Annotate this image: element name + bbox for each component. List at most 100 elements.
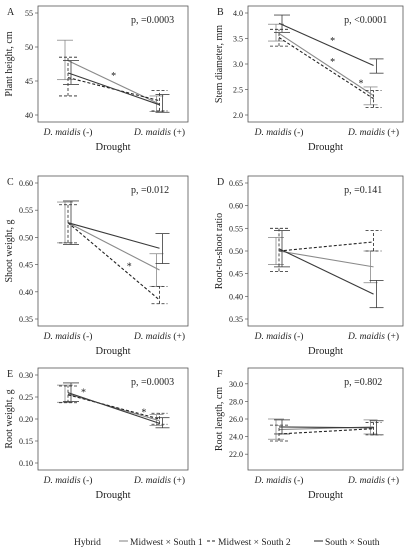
series-line xyxy=(278,37,374,100)
y-tick-label: 0.35 xyxy=(229,315,243,324)
y-tick-label: 55 xyxy=(25,9,33,18)
chart-panel-e: E 0.10 0.15 0.20 0.25 0.30 Root weight, g D. ma… xyxy=(4,367,189,501)
y-tick-label: 30.0 xyxy=(229,380,243,389)
plot-frame xyxy=(37,5,189,123)
y-tick-label: 0.15 xyxy=(19,437,33,446)
panel-label: E xyxy=(7,369,13,380)
chart-panel-a: A 40 45 50 55 Plant height, cm D. maidis (-) D.… xyxy=(4,5,189,153)
y-tick-label: 0.65 xyxy=(229,179,243,188)
x-axis-label: Drought xyxy=(308,346,343,357)
legend: Hybrid Midwest × South 1 Midwest × South 2… xyxy=(74,538,380,548)
p-value: p, =0.0003 xyxy=(131,15,174,26)
y-tick-label: 0.20 xyxy=(19,415,33,424)
x-tick-label: D. maidis (-) xyxy=(43,475,93,486)
y-axis-label: Plant height, cm xyxy=(4,31,15,96)
y-axis-label: Root-to-shoot ratio xyxy=(214,213,225,289)
series-line xyxy=(67,394,160,420)
chart-panel-b: B 2.0 2.5 3.0 3.5 4.0 Stem diameter, mm D. maid… xyxy=(214,5,404,153)
series-line xyxy=(278,22,374,67)
series-line xyxy=(278,241,374,252)
series-line xyxy=(278,428,374,435)
series-line xyxy=(67,60,160,105)
x-tick-label: D. maidis (-) xyxy=(43,127,93,138)
y-tick-label: 0.50 xyxy=(229,247,243,256)
x-axis-label: Drought xyxy=(96,346,131,357)
y-tick-label: 22.0 xyxy=(229,450,243,459)
p-value: p, =0.0003 xyxy=(131,377,174,388)
significance-asterisk: * xyxy=(127,262,132,273)
x-tick-label: D. maidis (+) xyxy=(133,127,185,138)
p-value: p, =0.141 xyxy=(344,185,382,196)
y-tick-label: 3.5 xyxy=(233,35,243,44)
series-line xyxy=(67,72,160,106)
panel-label: D xyxy=(217,177,224,188)
y-axis-label: Root weight, g xyxy=(4,389,15,448)
x-tick-label: D. maidis (-) xyxy=(254,127,304,138)
y-tick-label: 0.30 xyxy=(19,371,33,380)
significance-asterisk: * xyxy=(330,57,335,68)
legend-item-label: South × South xyxy=(325,538,380,548)
x-tick-label: D. maidis (-) xyxy=(254,475,304,486)
y-tick-label: 50 xyxy=(25,43,33,52)
y-axis-label: Root length, cm xyxy=(214,387,225,451)
x-axis-label: Drought xyxy=(96,490,131,501)
x-tick-label: D. maidis (-) xyxy=(43,331,93,342)
plot-frame xyxy=(247,175,404,327)
panel-label: F xyxy=(217,369,223,380)
significance-asterisk: * xyxy=(141,408,146,419)
panel-label: B xyxy=(217,7,224,18)
x-tick-label: D. maidis (+) xyxy=(347,127,399,138)
y-tick-label: 0.10 xyxy=(19,459,33,468)
y-tick-label: 45 xyxy=(25,77,33,86)
series-line xyxy=(278,248,374,295)
y-tick-label: 0.40 xyxy=(229,292,243,301)
x-tick-label: D. maidis (+) xyxy=(347,475,399,486)
series-line xyxy=(67,392,160,424)
y-tick-label: 2.0 xyxy=(233,111,243,120)
x-tick-label: D. maidis (-) xyxy=(254,331,304,342)
y-tick-label: 0.55 xyxy=(19,206,33,215)
y-tick-label: 40 xyxy=(25,111,33,120)
x-axis-label: Drought xyxy=(308,490,343,501)
y-tick-label: 0.25 xyxy=(19,393,33,402)
panel-label: C xyxy=(7,177,14,188)
series-line xyxy=(278,32,374,97)
legend-item-label: Midwest × South 2 xyxy=(218,538,291,548)
y-tick-label: 0.55 xyxy=(229,224,243,233)
y-tick-label: 0.45 xyxy=(19,261,33,270)
legend-item-label: Midwest × South 1 xyxy=(130,538,203,548)
series-line xyxy=(67,222,160,301)
significance-asterisk: * xyxy=(359,79,364,90)
y-tick-label: 0.45 xyxy=(229,270,243,279)
significance-asterisk: * xyxy=(111,71,116,82)
panel-label: A xyxy=(7,7,15,18)
y-tick-label: 4.0 xyxy=(233,9,243,18)
y-tick-label: 2.5 xyxy=(233,86,243,95)
y-tick-label: 0.60 xyxy=(19,179,33,188)
chart-panel-d: D 0.35 0.40 0.45 0.50 0.55 0.60 0.65 Root-to-sho… xyxy=(214,175,404,357)
y-tick-label: 0.35 xyxy=(19,315,33,324)
p-value: p, <0.0001 xyxy=(344,15,387,26)
series-line xyxy=(67,222,160,271)
series-line xyxy=(278,250,374,268)
legend-title: Hybrid xyxy=(74,538,101,548)
p-value: p, =0.012 xyxy=(131,185,169,196)
y-tick-label: 3.0 xyxy=(233,60,243,69)
x-tick-label: D. maidis (+) xyxy=(347,331,399,342)
y-tick-label: 26.0 xyxy=(229,415,243,424)
significance-asterisk: * xyxy=(81,387,86,398)
chart-panel-f: F 22.0 24.0 26.0 28.0 30.0 Root length, cm D. m… xyxy=(214,367,404,501)
x-tick-label: D. maidis (+) xyxy=(133,331,185,342)
chart-panel-c: C 0.35 0.40 0.45 0.50 0.55 0.60 Shoot weight, g… xyxy=(4,175,189,357)
y-tick-label: 0.60 xyxy=(229,202,243,211)
y-tick-label: 0.40 xyxy=(19,288,33,297)
y-tick-label: 24.0 xyxy=(229,433,243,442)
y-tick-label: 28.0 xyxy=(229,397,243,406)
series-line xyxy=(278,426,374,429)
x-axis-label: Drought xyxy=(308,142,343,153)
y-tick-label: 0.50 xyxy=(19,233,33,242)
y-axis-label: Shoot weight, g xyxy=(4,219,15,282)
series-line xyxy=(67,222,160,249)
plot-frame xyxy=(37,175,189,327)
